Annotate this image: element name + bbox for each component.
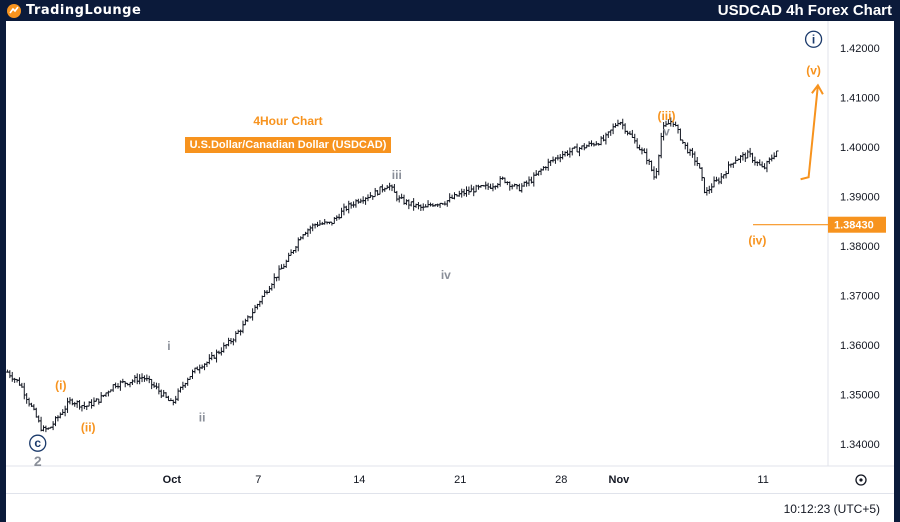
x-tick-label: 21 bbox=[454, 474, 466, 486]
wave-label: (ii) bbox=[81, 420, 96, 434]
x-tick-label: 7 bbox=[255, 474, 261, 486]
wave-label-circle bbox=[29, 434, 47, 452]
price-chart[interactable]: 1.34000 1.35000 1.36000 1.37000 1.38000 1.390… bbox=[5, 21, 894, 493]
clock-display[interactable]: 10:12:23 (UTC+5) bbox=[783, 502, 880, 516]
y-tick-label: 1.42000 bbox=[840, 43, 880, 55]
wave-label: c bbox=[34, 436, 41, 450]
y-tick-label: 1.34000 bbox=[840, 439, 880, 451]
y-tick-label: 1.35000 bbox=[840, 389, 880, 401]
y-tick-label: 1.39000 bbox=[840, 192, 880, 204]
x-tick-label: Oct bbox=[163, 474, 182, 486]
chart-heading: USDCAD 4h Forex Chart bbox=[717, 2, 892, 19]
y-tick-label: 1.38000 bbox=[840, 241, 880, 253]
settings-gear-icon[interactable] bbox=[855, 474, 867, 486]
x-tick-label: 11 bbox=[757, 474, 768, 486]
status-bar: 10:12:23 (UTC+5) bbox=[6, 493, 894, 522]
wave-label: ii bbox=[199, 411, 206, 425]
projection-arrowhead bbox=[811, 83, 824, 95]
x-tick-label: Nov bbox=[609, 474, 631, 486]
wave-label: v bbox=[663, 125, 670, 139]
wave-label: iv bbox=[441, 268, 451, 282]
wave-label: i bbox=[167, 339, 170, 353]
projection-arrow bbox=[800, 85, 819, 181]
wave-label-circle bbox=[804, 30, 823, 48]
brand-logo: TradingLounge bbox=[6, 2, 141, 19]
header-bar: TradingLounge USDCAD 4h Forex Chart bbox=[0, 0, 900, 21]
current-price-label: 1.38430 bbox=[834, 220, 874, 232]
wave-label: i bbox=[812, 32, 815, 46]
brand-logo-icon bbox=[7, 3, 21, 18]
wave-label: 2 bbox=[34, 453, 42, 469]
plot-area[interactable]: 1.34000 1.35000 1.36000 1.37000 1.38000 1.390… bbox=[5, 21, 894, 493]
current-price-tag bbox=[828, 216, 886, 233]
wave-label: iii bbox=[392, 168, 402, 182]
y-tick-label: 1.36000 bbox=[840, 340, 880, 352]
y-tick-label: 1.41000 bbox=[840, 93, 880, 105]
wave-label: (iii) bbox=[657, 109, 675, 123]
brand-name: TradingLounge bbox=[26, 3, 142, 18]
wave-label: (iv) bbox=[748, 233, 766, 247]
wave-label: (i) bbox=[55, 378, 66, 392]
y-tick-label: 1.40000 bbox=[840, 142, 880, 154]
wave-label: (v) bbox=[806, 63, 821, 77]
x-tick-label: 28 bbox=[555, 474, 567, 486]
x-tick-label: 14 bbox=[353, 474, 365, 486]
y-tick-label: 1.37000 bbox=[840, 290, 880, 302]
instrument-label: U.S.Dollar/Canadian Dollar (USDCAD) bbox=[184, 137, 392, 153]
timeframe-label: 4Hour Chart bbox=[253, 114, 323, 128]
chart-titles: 4Hour Chart U.S.Dollar/Canadian Dollar (… bbox=[181, 114, 395, 153]
